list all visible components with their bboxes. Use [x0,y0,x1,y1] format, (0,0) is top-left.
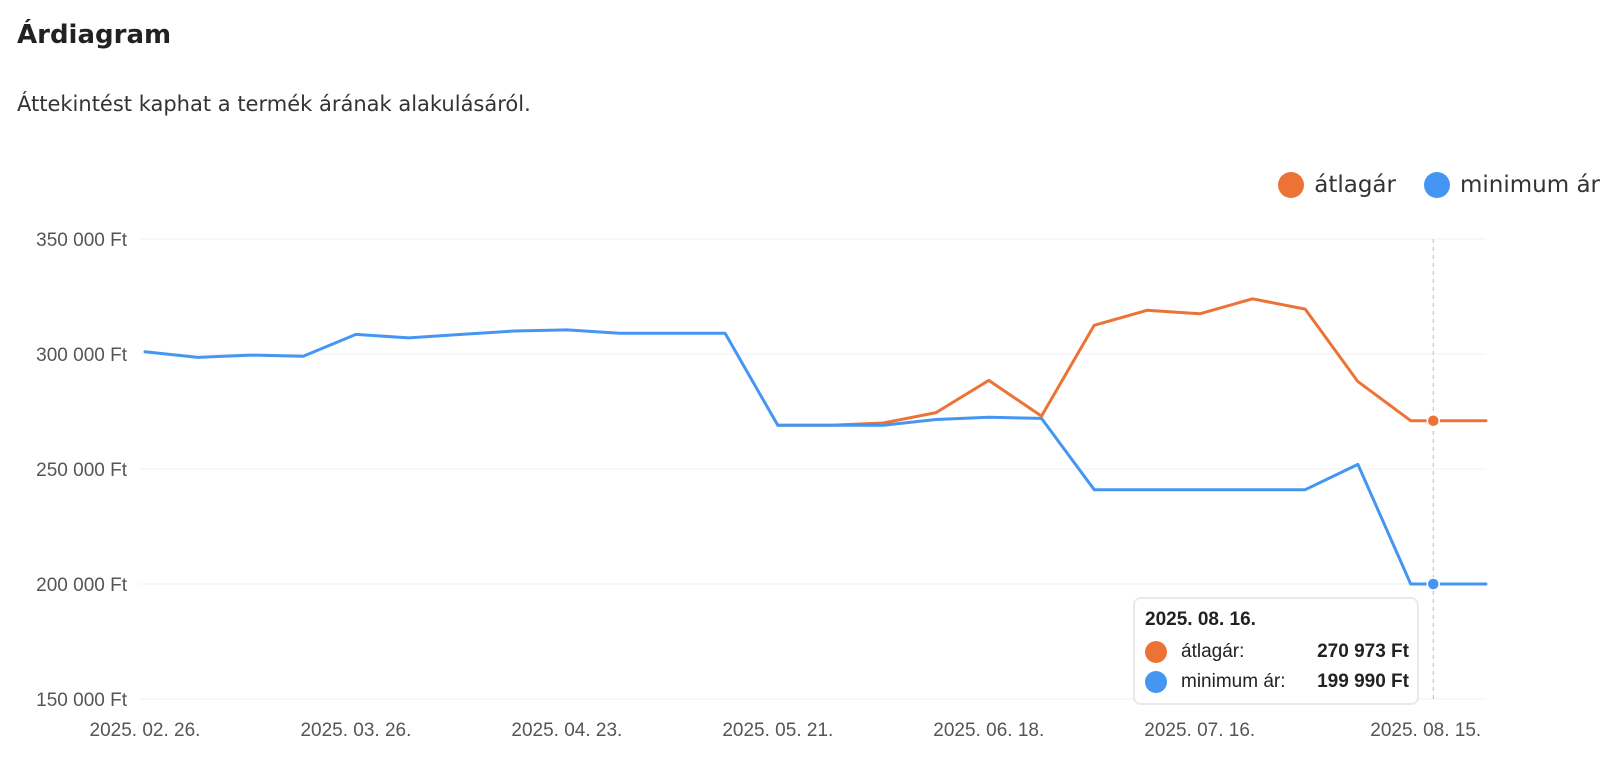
tooltip-label-minimum-ar: minimum ár: [1181,671,1286,692]
legend-label-minimum-ar: minimum ár [1459,172,1600,198]
hover-point-minimum-ar [1426,577,1441,591]
tooltip-dot-atlagar [1145,641,1167,663]
y-tick-label: 200 000 Ft [36,575,128,596]
tooltip-row-atlagar: átlagár: 270 973 Ft [1145,637,1409,667]
legend-item-atlagar[interactable]: átlagár [1278,172,1396,198]
y-tick-label: 250 000 Ft [36,460,128,481]
y-tick-label: 350 000 Ft [36,230,128,251]
legend-dot-atlagar [1278,172,1305,198]
x-tick-label: 2025. 07. 16. [1144,720,1255,741]
legend-label-atlagar: átlagár [1314,172,1396,198]
x-tick-label: 2025. 02. 26. [90,720,201,741]
tooltip-dot-minimum-ar [1145,671,1167,693]
tooltip-row-minimum-ar: minimum ár: 199 990 Ft [1145,667,1409,697]
x-tick-label: 2025. 08. 15. [1370,720,1481,741]
tooltip-value-atlagar: 270 973 Ft [1317,641,1409,662]
page-title: Árdiagram [17,20,172,50]
tooltip-value-minimum-ar: 199 990 Ft [1317,671,1409,692]
x-tick-label: 2025. 05. 21. [722,720,833,741]
x-tick-label: 2025. 04. 23. [511,720,622,741]
x-tick-label: 2025. 03. 26. [300,720,411,741]
hover-point-atlagar [1426,414,1441,428]
page-subtitle: Áttekintést kaphat a termék árának alaku… [17,92,531,116]
tooltip-date: 2025. 08. 16. [1145,609,1256,630]
tooltip-label-atlagar: átlagár: [1181,641,1245,662]
y-tick-label: 300 000 Ft [36,345,128,366]
series-line-atlagar [776,297,1488,427]
chart-legend: átlagár minimum ár [1250,172,1600,198]
chart-tooltip: 2025. 08. 16. átlagár: 270 973 Ft minimu… [1133,597,1419,705]
legend-item-minimum-ar[interactable]: minimum ár [1423,172,1600,198]
x-tick-label: 2025. 06. 18. [933,720,1044,741]
legend-dot-minimum-ar [1423,172,1450,198]
series-line-minimum-ar [143,328,1488,586]
y-tick-label: 150 000 Ft [36,690,128,711]
